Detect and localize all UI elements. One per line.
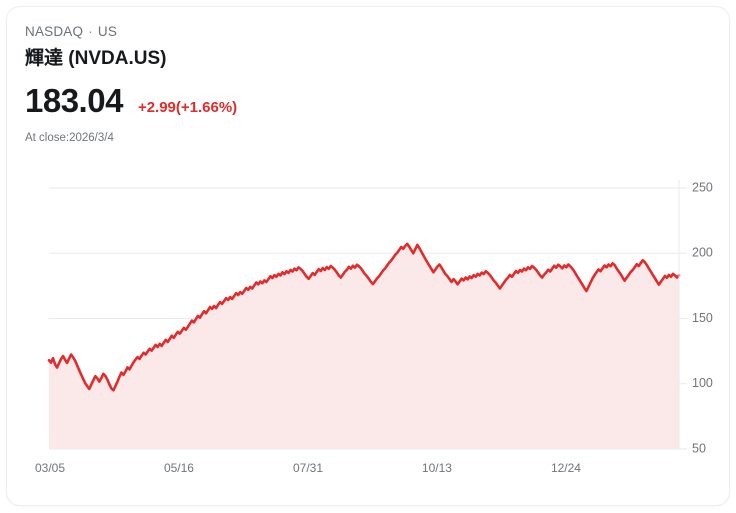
- exchange-name: NASDAQ: [25, 24, 84, 39]
- y-axis-label: 100: [692, 376, 713, 390]
- chart-y-axis-labels: 250 200 150 100 50: [692, 180, 713, 455]
- region-name: US: [97, 24, 118, 39]
- chart-x-axis-labels: 03/05 05/16 07/31 10/13 12/24: [35, 461, 581, 475]
- price-area-fill: [49, 243, 679, 449]
- price-line: [47, 242, 681, 392]
- x-axis-label: 07/31: [293, 461, 323, 475]
- y-axis-label: 250: [692, 180, 713, 194]
- page-title: 輝達 (NVDA.US): [25, 48, 167, 69]
- x-axis-label: 05/16: [164, 461, 194, 475]
- last-price: 183.04: [25, 82, 123, 119]
- price-chart-svg[interactable]: 250 200 150 100 50 03/05 05/16 07/31 10/13 12/24: [7, 167, 729, 497]
- x-axis-label: 03/05: [35, 461, 65, 475]
- y-axis-label: 200: [692, 246, 713, 260]
- chart-y-ticks: [679, 187, 687, 450]
- exchange-row: NASDAQ · US: [25, 23, 711, 41]
- quote-header: NASDAQ · US 輝達 (NVDA.US) 183.04 +2.99(+1.6…: [25, 23, 711, 146]
- market-status-note: At close:2026/3/4: [25, 132, 114, 144]
- price-change: +2.99(+1.66%): [137, 99, 238, 116]
- x-axis-label: 10/13: [422, 461, 452, 475]
- exchange-separator: ·: [88, 24, 93, 39]
- y-axis-label: 50: [692, 441, 706, 455]
- price-row: 183.04 +2.99(+1.66%): [25, 82, 711, 120]
- y-axis-label: 150: [692, 311, 713, 325]
- price-chart[interactable]: 250 200 150 100 50 03/05 05/16 07/31 10/13 12/24: [7, 167, 729, 497]
- stock-quote-card: NASDAQ · US 輝達 (NVDA.US) 183.04 +2.99(+1.6…: [6, 6, 730, 506]
- x-axis-label: 12/24: [551, 461, 581, 475]
